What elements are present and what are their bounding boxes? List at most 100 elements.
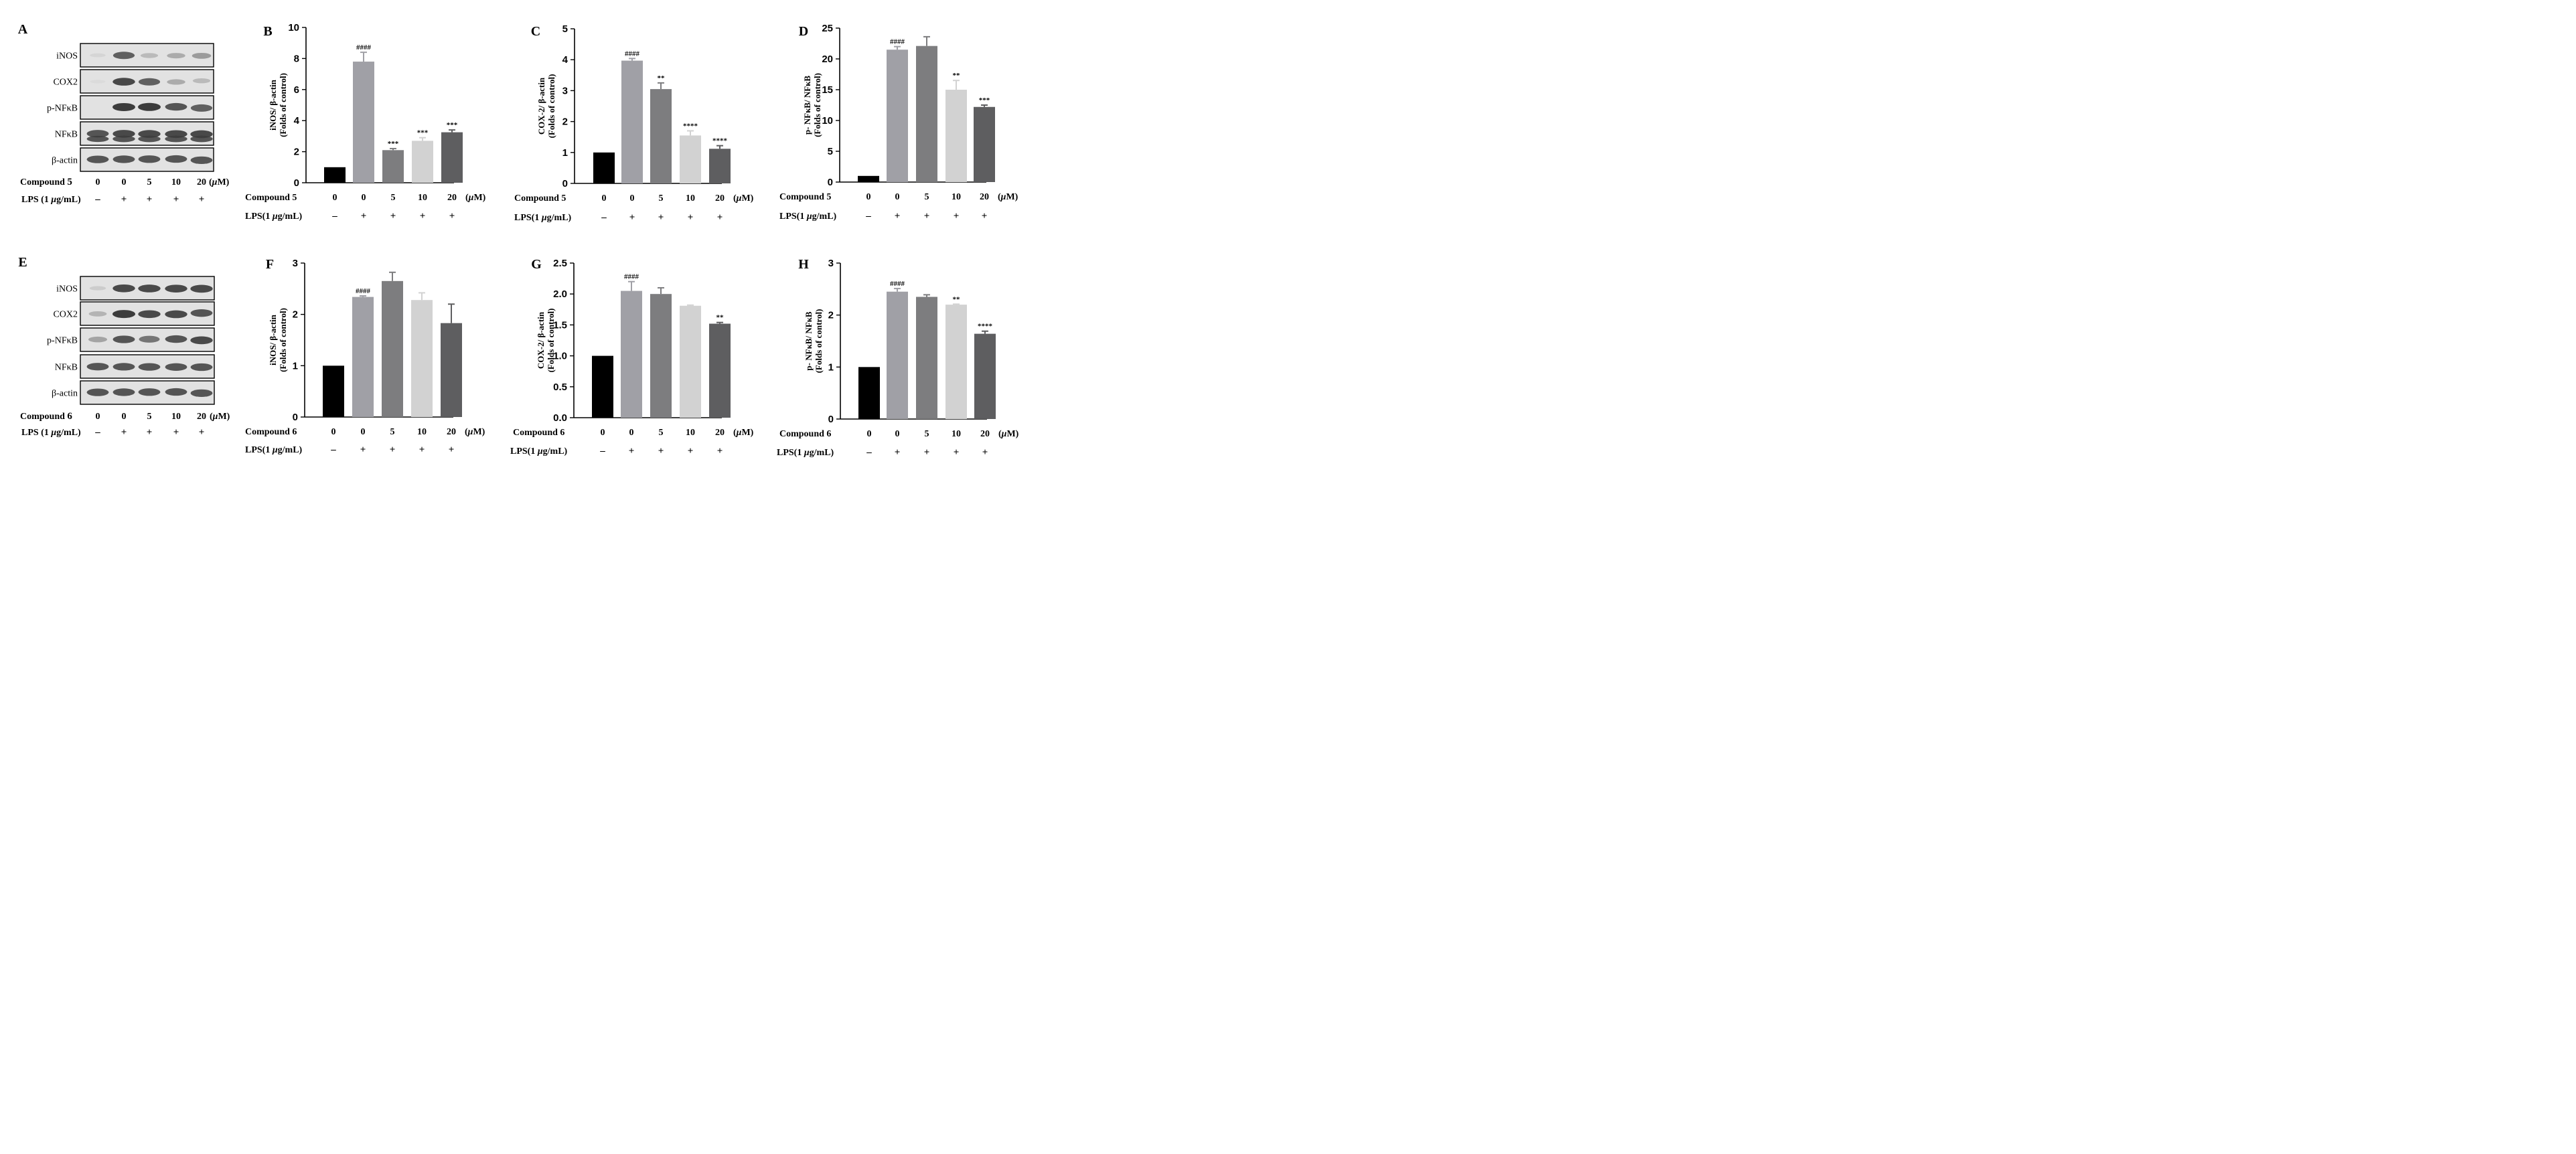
y-axis-label: iNOS/ β-actin	[268, 314, 278, 365]
compound-label: Compound 6	[20, 411, 72, 422]
significance-label: ****	[712, 137, 728, 145]
y-tick-label: 0.0	[553, 412, 567, 424]
significance-label: **	[658, 74, 666, 82]
panel-label-B: B	[263, 24, 272, 39]
lps-label: LPS(1 μg/mL)	[510, 446, 568, 457]
protein-band	[112, 78, 135, 86]
compound-value: 5	[659, 428, 664, 438]
compound-unit: (μM)	[733, 428, 754, 438]
y-tick-label: 2	[828, 310, 834, 321]
bar	[353, 62, 374, 183]
lps-value: +	[629, 446, 635, 457]
compound-value: 10	[171, 177, 181, 187]
compound-unit: (μM)	[998, 429, 1019, 439]
compound-value: 5	[147, 412, 152, 422]
protein-band	[112, 102, 135, 111]
protein-band	[89, 286, 106, 291]
chart-F: F 0 1 2 3 iNOS/ β-actin (Folds of control) ####…	[245, 257, 485, 455]
compound-value: 0	[96, 177, 100, 187]
protein-label: COX2	[53, 310, 78, 320]
protein-band	[88, 311, 107, 317]
lps-value: +	[199, 427, 205, 438]
bar	[858, 175, 879, 182]
panel-label-E: E	[18, 255, 27, 270]
compound-value: 10	[418, 193, 427, 203]
significance-label: ***	[417, 129, 429, 137]
y-tick-label: 2	[294, 147, 299, 158]
compound-value: 20	[715, 193, 725, 203]
lps-value: +	[658, 212, 664, 223]
protein-band	[190, 309, 213, 317]
protein-band	[138, 135, 161, 143]
lps-value: +	[982, 211, 988, 222]
compound-value: 10	[171, 412, 181, 422]
lps-value: +	[449, 211, 455, 222]
compound-value: 5	[390, 427, 395, 437]
y-axis-label-2: (Folds of control)	[546, 74, 556, 139]
y-tick-label: 8	[294, 53, 299, 64]
y-axis-label-2: (Folds of control)	[546, 309, 556, 373]
y-axis-label: p- NFκB/ NFκB	[804, 311, 814, 370]
lps-value: +	[147, 194, 153, 205]
lps-value: +	[688, 446, 694, 457]
y-tick-label: 2	[293, 309, 298, 321]
protein-band	[167, 53, 185, 59]
y-axis-label-2: (Folds of control)	[814, 309, 824, 374]
y-tick-label: 3	[293, 258, 298, 269]
lps-value: +	[717, 446, 723, 457]
bar	[680, 305, 701, 418]
y-tick-label: 0	[828, 414, 834, 425]
bar	[945, 305, 967, 419]
y-tick-label: 1	[828, 361, 834, 373]
compound-unit: (μM)	[210, 412, 230, 422]
significance-label: **	[953, 72, 961, 80]
y-tick-label: 0	[294, 177, 299, 189]
lps-value: +	[895, 447, 901, 458]
y-tick-label: 6	[294, 84, 299, 96]
bar	[887, 291, 908, 419]
bar	[592, 355, 613, 418]
y-tick-label: 2	[562, 116, 568, 128]
lps-value: +	[147, 427, 153, 438]
chart-G: G 0.0 0.5 1.0 1.5 2.0 2.5 COX-2/ β-actin (Folds …	[510, 257, 754, 457]
lps-value: –	[866, 447, 872, 458]
compound-value: 20	[715, 428, 725, 438]
lps-value: +	[658, 446, 664, 457]
bar	[858, 367, 880, 419]
compound-value: 10	[952, 192, 961, 202]
lps-value: +	[954, 447, 960, 458]
lps-value: +	[121, 194, 127, 205]
significance-label: ####	[890, 38, 905, 46]
compound-value: 5	[925, 429, 929, 439]
lps-value: +	[121, 427, 127, 438]
compound-unit: (μM)	[733, 193, 754, 203]
protein-band	[138, 155, 161, 163]
compound-value: 0	[895, 429, 900, 439]
protein-band	[112, 284, 135, 293]
bar	[412, 141, 433, 183]
bar	[709, 149, 731, 183]
compound-value: 0	[630, 193, 635, 203]
panel-label-F: F	[266, 257, 274, 272]
protein-label: p-NFκB	[47, 104, 78, 114]
protein-band	[86, 130, 109, 138]
chart-D: D 0 5 10 15 20 25 p- NFκB/ NFκB (Folds of contro…	[779, 23, 1018, 222]
bar	[945, 90, 967, 182]
compound-value: 0	[895, 192, 900, 202]
bar	[323, 365, 344, 417]
compound-label: Compound 5	[779, 192, 831, 202]
significance-label: **	[953, 295, 961, 303]
significance-label: **	[716, 314, 725, 322]
bar	[650, 89, 672, 183]
y-tick-label: 5	[562, 23, 568, 35]
lps-value: +	[449, 444, 455, 455]
compound-unit: (μM)	[998, 192, 1018, 202]
compound-value: 0	[333, 193, 337, 203]
y-axis-label: COX-2/ β-actin	[536, 77, 546, 135]
protein-band	[190, 363, 213, 372]
bar	[382, 280, 403, 417]
compound-label: Compound 6	[513, 428, 564, 438]
chart-C: C 0 1 2 3 4 5 COX-2/ β-actin (Folds of control) #…	[514, 23, 754, 223]
